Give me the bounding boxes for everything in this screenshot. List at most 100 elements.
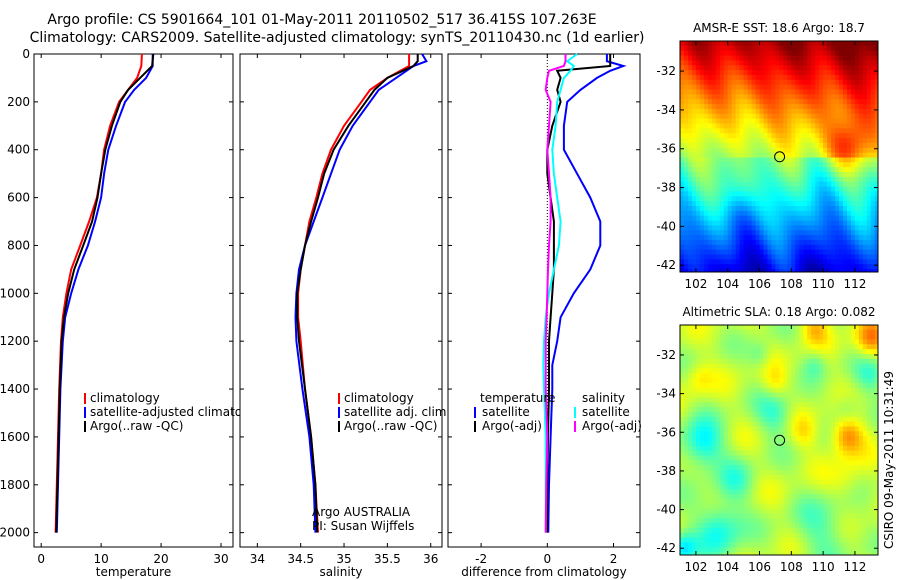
map-cell <box>715 450 721 456</box>
map-cell <box>815 225 820 231</box>
map-cell <box>691 138 697 144</box>
map-cell <box>727 89 733 95</box>
map-cell <box>688 235 693 241</box>
map-cell <box>858 455 864 461</box>
map-cell <box>707 474 713 481</box>
map-cell <box>839 225 844 231</box>
map-cell <box>831 397 836 403</box>
map-cell <box>735 358 741 365</box>
map-cell <box>759 532 764 539</box>
map-cell <box>835 402 840 408</box>
map-cell <box>783 349 788 355</box>
map-cell <box>870 518 876 524</box>
map-cell <box>695 84 701 91</box>
map-cell <box>807 532 812 539</box>
map-cell <box>707 358 713 365</box>
map-cell <box>799 325 804 331</box>
map-cell <box>839 167 844 173</box>
map-cell <box>711 397 717 403</box>
map-cell <box>771 426 776 432</box>
map-cell <box>835 45 840 52</box>
map-cell <box>851 421 856 427</box>
map-cell <box>743 368 749 374</box>
map-cell <box>862 264 868 270</box>
map-cell <box>827 138 832 144</box>
map-cell <box>799 542 804 548</box>
map-cell <box>787 378 792 384</box>
map-cell <box>811 89 816 95</box>
map-cell <box>866 138 872 144</box>
map-cell <box>759 99 764 105</box>
map-cell <box>703 84 709 91</box>
map-cell <box>803 60 808 66</box>
map-cell <box>819 50 824 57</box>
map-cell <box>703 133 709 139</box>
map-cell <box>731 142 737 149</box>
map-cell <box>699 508 705 514</box>
map-cell <box>779 118 784 124</box>
map-cell <box>811 426 816 432</box>
map-cell <box>688 201 693 207</box>
map-cell <box>771 373 776 379</box>
map-cell <box>763 99 768 105</box>
map-cell <box>735 503 741 510</box>
map-cell <box>775 368 780 374</box>
map-cell <box>688 240 693 246</box>
map-cell <box>835 220 840 226</box>
map-cell <box>695 436 701 442</box>
map-cell <box>795 191 800 197</box>
map-cell <box>799 441 804 447</box>
map-cell <box>791 123 796 129</box>
map-cell <box>811 368 816 374</box>
map-cell <box>731 537 737 543</box>
map-cell <box>791 45 796 52</box>
map-cell <box>807 104 812 110</box>
map-cell <box>787 450 792 456</box>
map-cell <box>874 445 878 452</box>
map-cell <box>779 392 784 398</box>
map-cell <box>771 157 776 163</box>
map-cell <box>699 412 705 418</box>
map-cell <box>688 210 693 217</box>
map-cell <box>831 450 836 456</box>
map-cell <box>866 537 872 543</box>
map-cell <box>688 397 693 403</box>
map-cell <box>703 269 709 272</box>
map-cell <box>807 264 812 270</box>
map-cell <box>735 176 741 183</box>
map-cell <box>707 181 713 188</box>
map-cell <box>815 445 820 452</box>
map-cell <box>680 542 685 548</box>
map-cell <box>699 186 705 192</box>
map-cell <box>731 167 737 173</box>
map-cell <box>803 503 808 510</box>
map-cell <box>739 523 745 529</box>
map-cell <box>751 445 757 452</box>
map-cell <box>866 118 872 124</box>
map-cell <box>819 264 824 270</box>
map-cell <box>795 465 800 471</box>
map-cell <box>823 470 828 476</box>
map-cell <box>831 513 836 519</box>
map-cell <box>823 392 828 398</box>
map-cell <box>743 259 749 265</box>
map-cell <box>723 470 729 476</box>
map-cell <box>862 412 868 418</box>
map-cell <box>735 244 741 251</box>
map-cell <box>727 220 733 226</box>
map-cell <box>835 259 840 265</box>
map-cell <box>870 264 876 270</box>
map-cell <box>695 210 701 217</box>
map-cell <box>819 450 824 456</box>
map-cell <box>835 244 840 251</box>
map-cell <box>819 344 824 350</box>
map-cell <box>680 84 685 91</box>
map-cell <box>688 527 693 534</box>
map-cell <box>874 489 878 495</box>
map-cell <box>680 147 685 154</box>
map-cell <box>747 450 753 456</box>
map-cell <box>747 75 753 81</box>
map-cell <box>799 84 804 91</box>
map-cell <box>858 128 864 134</box>
map-cell <box>783 89 788 95</box>
